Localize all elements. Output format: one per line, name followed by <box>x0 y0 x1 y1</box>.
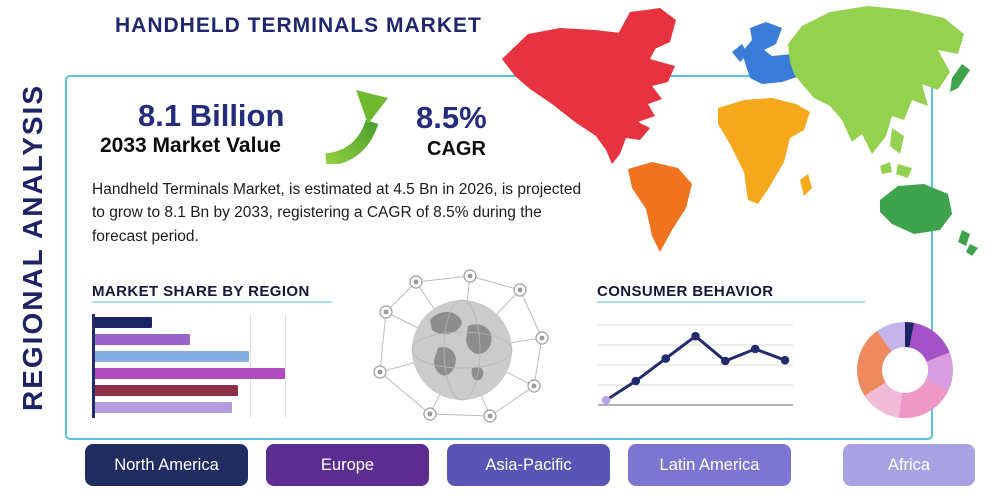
market-share-bar-5 <box>95 385 238 396</box>
consumer-behavior-heading-rule <box>597 301 865 303</box>
vertical-section-label: REGIONAL ANALYSIS <box>17 83 48 411</box>
consumer-line-point-6 <box>750 344 760 354</box>
region-button-africa[interactable]: Africa <box>843 444 975 486</box>
market-share-bar-4 <box>95 368 285 379</box>
region-button-north-america[interactable]: North America <box>85 444 248 486</box>
donut-hole <box>882 347 928 393</box>
consumer-line-point-3 <box>661 354 670 363</box>
market-share-bar-2 <box>95 334 190 345</box>
map-region-greenland <box>618 8 676 52</box>
map-region-north-america <box>502 28 675 164</box>
consumer-line-point-5 <box>721 356 730 366</box>
donut-chart <box>857 322 953 418</box>
consumer-line-point-7 <box>780 355 790 365</box>
map-region-africa <box>718 98 810 204</box>
consumer-line-point-1 <box>601 395 611 405</box>
map-region-indochina <box>890 128 904 154</box>
map-region-uk <box>732 44 748 62</box>
bar-gridline <box>250 314 251 418</box>
cagr-value: 8.5% <box>416 100 487 135</box>
region-buttons: North America Europe Asia-Pacific Latin Ame… <box>85 444 975 486</box>
map-region-new-zealand <box>958 230 978 256</box>
market-share-bar-1 <box>95 317 152 328</box>
market-share-bar-6 <box>95 402 232 413</box>
world-map <box>502 6 978 256</box>
consumer-line-point-2 <box>631 376 641 386</box>
market-share-heading-rule <box>92 301 332 303</box>
map-region-japan <box>950 64 970 92</box>
consumer-line-svg <box>598 324 793 406</box>
region-button-asia-pacific[interactable]: Asia-Pacific <box>447 444 610 486</box>
market-value: 8.1 Billion <box>138 98 285 133</box>
line-chart-grid <box>598 324 793 386</box>
globe-network-illustration <box>373 269 549 423</box>
bar-gridline <box>285 314 286 418</box>
map-region-australia <box>880 184 952 234</box>
growth-arrow-icon <box>325 90 388 164</box>
map-region-asia <box>788 6 964 154</box>
market-value-caption: 2033 Market Value <box>100 134 281 157</box>
map-region-south-america <box>628 162 692 252</box>
map-region-europe <box>742 22 806 84</box>
map-region-indonesia <box>880 162 912 178</box>
page-title: HANDHELD TERMINALS MARKET <box>115 14 482 37</box>
cagr-caption: CAGR <box>427 138 486 160</box>
map-region-madagascar <box>800 174 812 196</box>
consumer-line-point-4 <box>691 331 700 341</box>
consumer-behavior-line <box>605 334 786 402</box>
region-button-latin-america[interactable]: Latin America <box>628 444 791 486</box>
market-share-heading: MARKET SHARE BY REGION <box>92 283 310 300</box>
market-description: Handheld Terminals Market, is estimated … <box>92 181 582 245</box>
market-share-bars <box>95 314 292 413</box>
consumer-behavior-heading: CONSUMER BEHAVIOR <box>597 283 774 300</box>
market-share-chart <box>92 314 292 418</box>
region-button-europe[interactable]: Europe <box>266 444 429 486</box>
market-share-bar-3 <box>95 351 249 362</box>
